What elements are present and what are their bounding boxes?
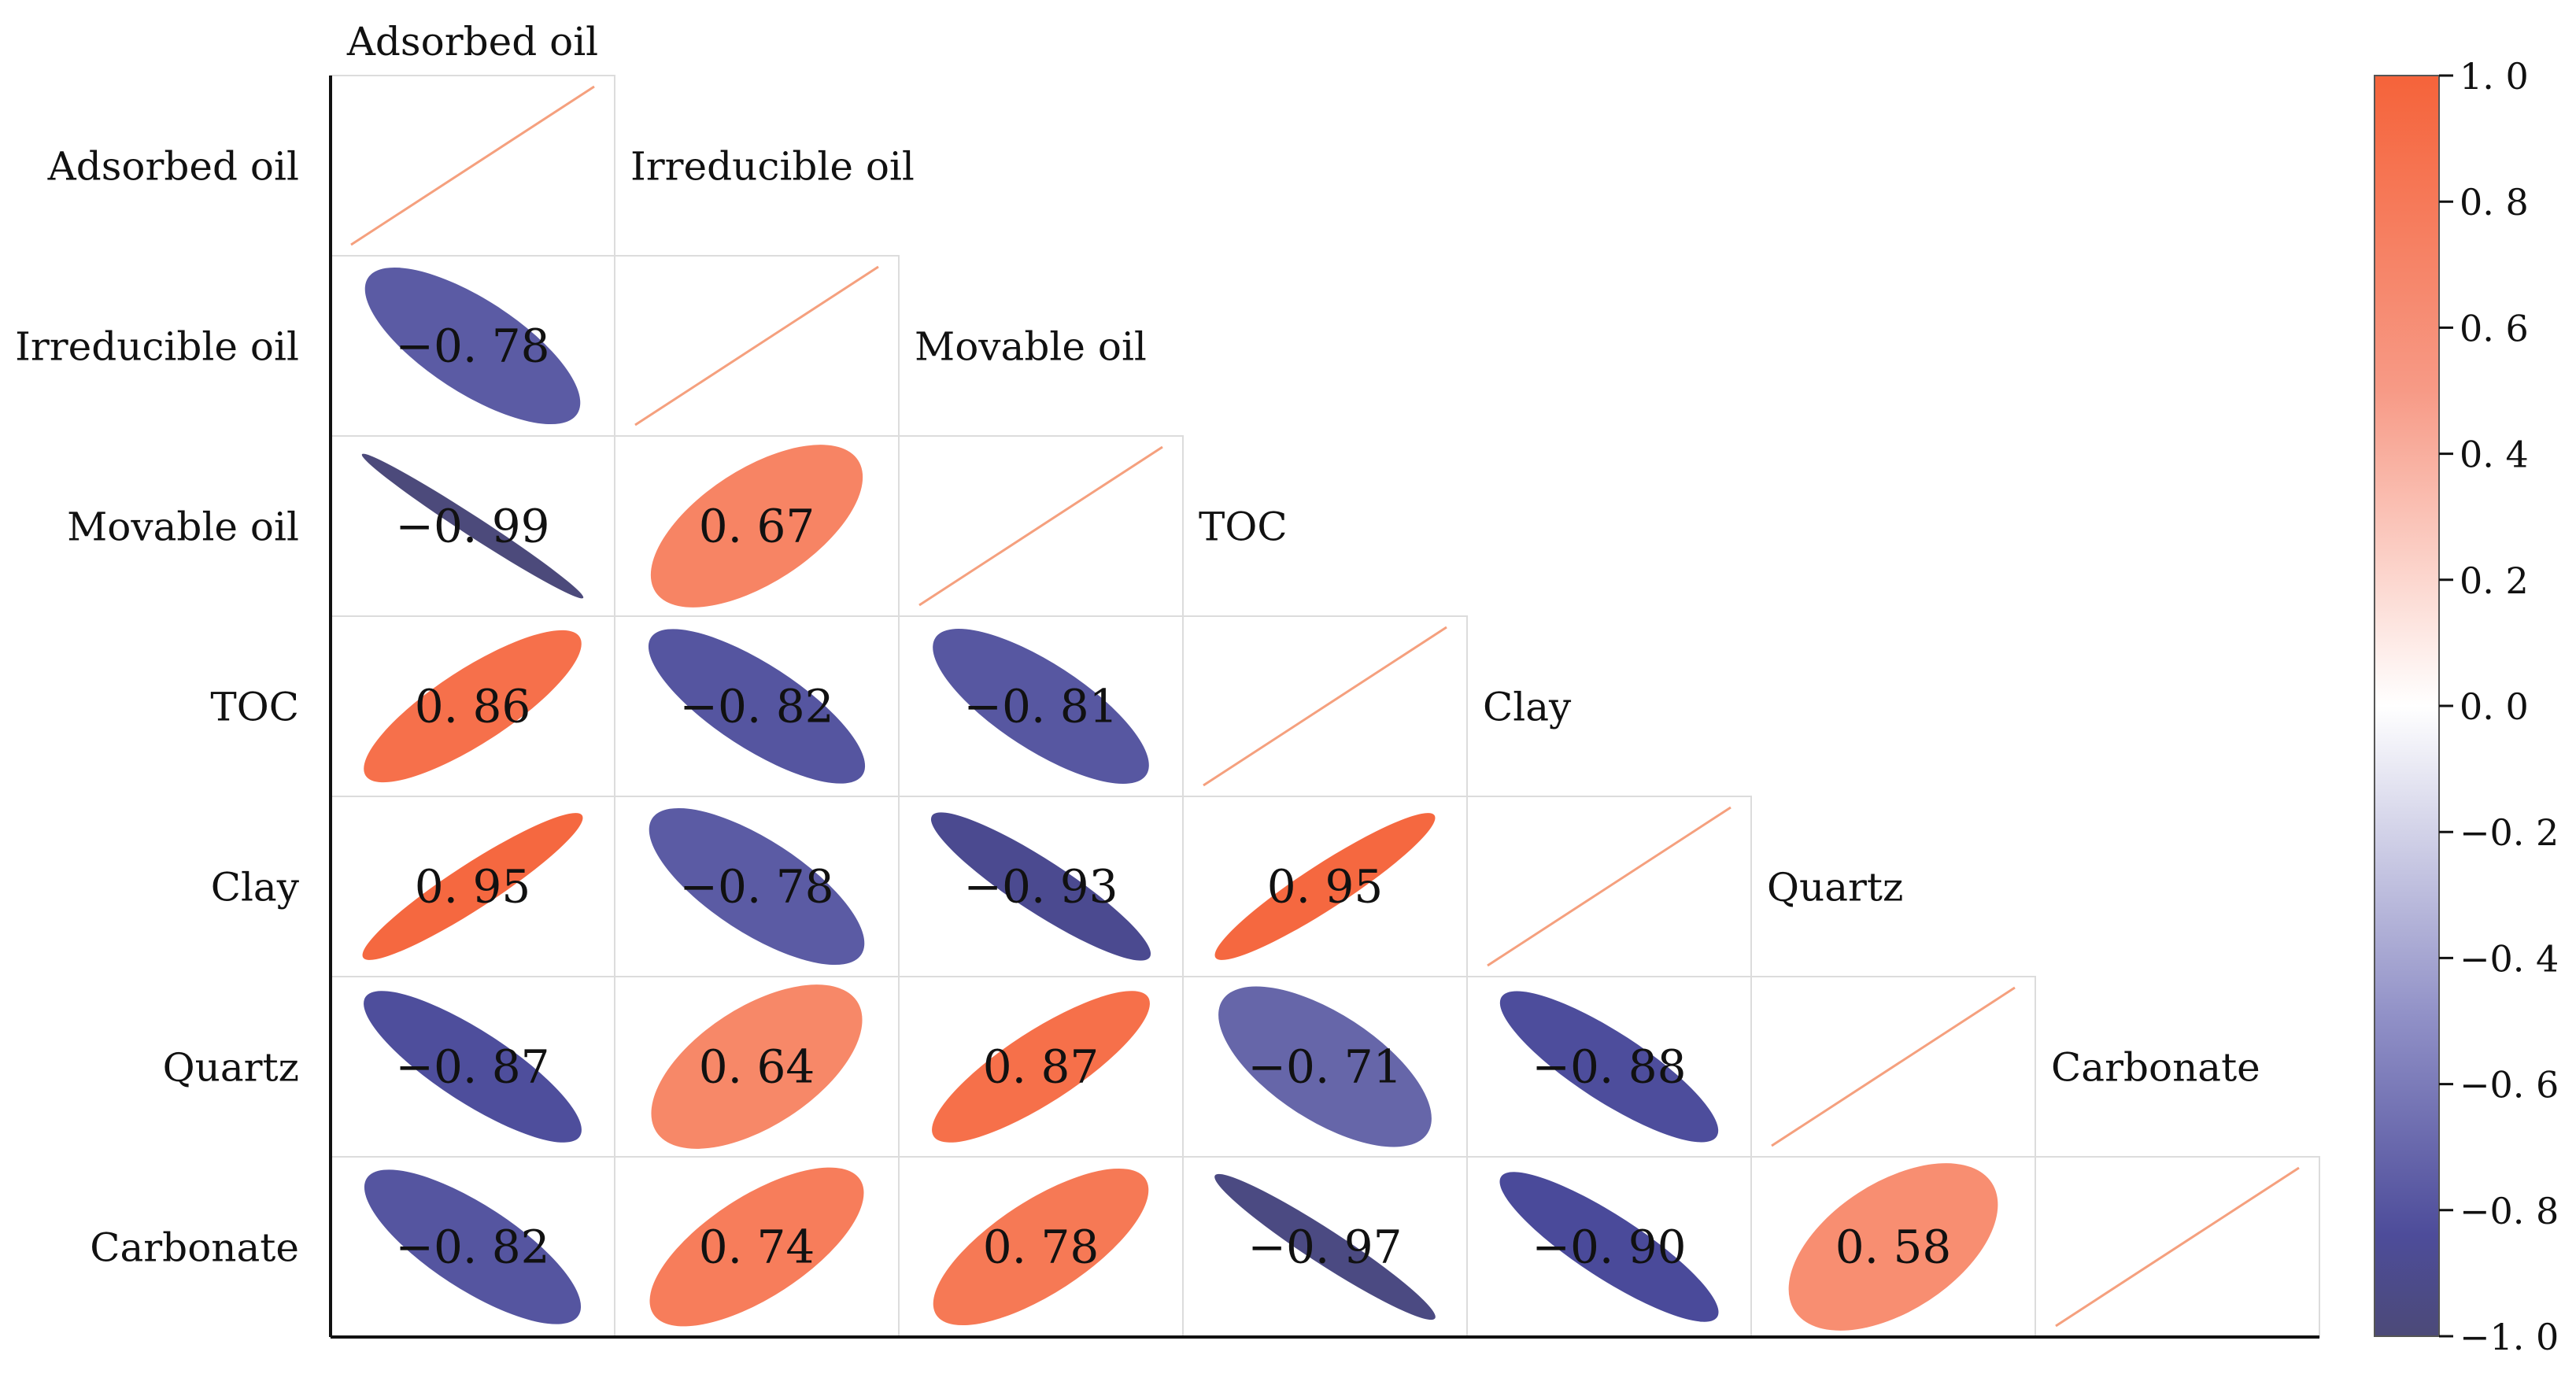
diagonal-line-6 [2055, 1166, 2300, 1328]
colorbar-tick-label-2: 0. 6 [2460, 307, 2529, 349]
ellipse-5-0 [364, 991, 582, 1143]
ellipse-6-2 [933, 1168, 1149, 1326]
ellipse-5-1 [651, 984, 863, 1149]
value-label-6-4: −0. 90 [1532, 1221, 1686, 1274]
colorbar-tick-label-7: −0. 4 [2460, 937, 2559, 980]
column-label-4: Clay [1483, 685, 1572, 730]
correlation-values: −0. 78 −0. 99 0. 67 0. 86 −0. 82 −0. 81 0. 95 −… [395, 319, 1951, 1274]
ellipse-3-1 [648, 629, 866, 784]
value-label-4-1: −0. 78 [679, 860, 833, 914]
column-label-5: Quartz [1767, 865, 1903, 910]
value-label-6-0: −0. 82 [395, 1221, 549, 1274]
value-label-2-0: −0. 99 [395, 500, 549, 553]
column-label-6: Carbonate [2051, 1045, 2260, 1091]
ellipse-3-0 [364, 630, 582, 783]
ellipse-3-2 [933, 629, 1149, 784]
colorbar-tick-label-1: 0. 8 [2460, 181, 2529, 223]
row-label-4: Clay [211, 865, 300, 910]
value-label-3-1: −0. 82 [679, 680, 833, 733]
value-label-6-2: 0. 78 [983, 1221, 1100, 1274]
value-label-3-0: 0. 86 [415, 680, 531, 733]
diagonal-line-4 [1487, 806, 1732, 967]
column-label-2: Movable oil [915, 324, 1147, 370]
ellipse-6-3 [1214, 1173, 1436, 1320]
value-label-5-0: −0. 87 [395, 1040, 549, 1094]
colorbar: 1. 0 0. 8 0. 6 0. 4 0. 2 0. 0 −0. 2 −0. 4 −0. 6 −… [2374, 55, 2559, 1358]
ellipse-6-1 [649, 1167, 864, 1327]
ellipse-4-2 [930, 812, 1151, 961]
ellipse-6-0 [364, 1169, 582, 1324]
row-label-1: Irreducible oil [15, 324, 299, 370]
ellipse-4-1 [649, 807, 865, 966]
colorbar-tick-label-6: −0. 2 [2460, 811, 2559, 854]
row-label-0: Adsorbed oil [47, 144, 299, 190]
colorbar-gradient [2374, 75, 2440, 1337]
colorbar-tick-label-9: −0. 8 [2460, 1190, 2559, 1232]
value-label-5-3: −0. 71 [1247, 1040, 1402, 1094]
value-label-4-0: 0. 95 [415, 860, 531, 914]
column-label-3: TOC [1199, 504, 1288, 550]
value-label-6-5: 0. 58 [1835, 1221, 1952, 1274]
ellipse-6-5 [1788, 1163, 1998, 1331]
diagonal-lines [350, 85, 2300, 1328]
diagonal-line-2 [918, 445, 1163, 607]
ellipse-4-0 [362, 813, 583, 960]
ellipse-5-2 [932, 991, 1150, 1143]
row-label-6: Carbonate [90, 1225, 299, 1271]
colorbar-tick-label-8: −0. 6 [2460, 1064, 2559, 1106]
column-label-1: Irreducible oil [630, 144, 915, 190]
value-label-2-1: 0. 67 [699, 500, 815, 553]
value-label-5-1: 0. 64 [699, 1040, 815, 1094]
colorbar-tick-label-5: 0. 0 [2460, 685, 2529, 728]
ellipse-6-4 [1499, 1172, 1719, 1322]
row-label-3: TOC [210, 685, 299, 730]
colorbar-tick-label-10: −1. 0 [2460, 1316, 2559, 1358]
ellipse-2-1 [650, 445, 863, 608]
value-label-1-0: −0. 78 [395, 319, 549, 373]
diagonal-line-5 [1771, 986, 2016, 1147]
value-label-5-4: −0. 88 [1532, 1040, 1686, 1094]
value-label-4-2: −0. 93 [963, 860, 1118, 914]
row-label-2: Movable oil [67, 504, 299, 550]
correlation-ellipses [361, 267, 1998, 1331]
row-label-5: Quartz [163, 1045, 299, 1091]
value-label-6-3: −0. 97 [1247, 1221, 1402, 1274]
value-label-5-2: 0. 87 [983, 1040, 1100, 1094]
ellipse-1-0 [364, 267, 581, 425]
ellipse-5-4 [1499, 991, 1719, 1143]
ellipse-2-0 [361, 453, 584, 599]
ellipse-5-3 [1218, 986, 1432, 1147]
variable-labels: Adsorbed oil Irreducible oil Movable oil TO… [15, 19, 2260, 1271]
diagonal-line-1 [634, 265, 879, 427]
colorbar-tick-label-0: 1. 0 [2460, 55, 2529, 98]
ellipse-4-3 [1214, 813, 1436, 960]
diagonal-line-3 [1203, 626, 1447, 787]
colorbar-tick-label-3: 0. 4 [2460, 434, 2529, 476]
value-label-4-3: 0. 95 [1267, 860, 1384, 914]
axes [329, 76, 2319, 1339]
value-label-6-1: 0. 74 [699, 1221, 815, 1274]
colorbar-tick-label-4: 0. 2 [2460, 560, 2529, 602]
diagonal-line-0 [350, 85, 595, 246]
value-label-3-2: −0. 81 [963, 680, 1118, 733]
column-label-0: Adsorbed oil [346, 19, 598, 65]
